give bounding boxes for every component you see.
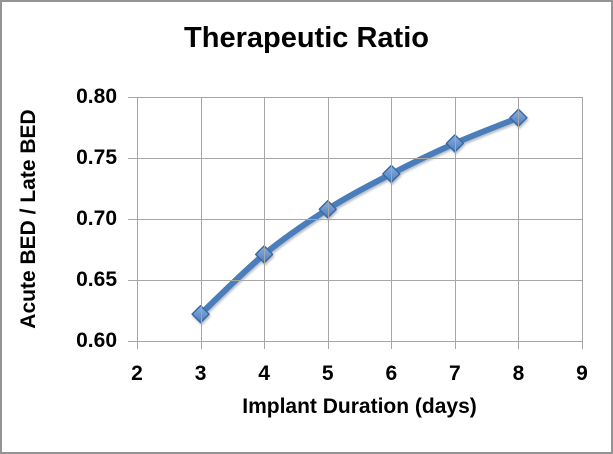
x-axis-tick bbox=[391, 341, 393, 349]
y-axis-tick bbox=[128, 158, 137, 159]
series-line bbox=[197, 114, 522, 318]
horizontal-gridline bbox=[137, 97, 582, 98]
x-axis-tick bbox=[200, 341, 202, 349]
horizontal-gridline bbox=[137, 280, 582, 281]
y-tick-label: 0.70 bbox=[76, 207, 117, 230]
chart-title: Therapeutic Ratio bbox=[184, 22, 429, 54]
x-axis-tick bbox=[137, 341, 138, 349]
x-axis-title: Implant Duration (days) bbox=[242, 395, 477, 418]
x-tick-label: 3 bbox=[194, 362, 207, 385]
vertical-gridline bbox=[582, 97, 583, 341]
x-tick-label: 6 bbox=[385, 362, 398, 385]
y-axis-tick bbox=[128, 280, 137, 281]
x-tick-label: 7 bbox=[449, 362, 461, 385]
x-axis-tick bbox=[264, 341, 266, 349]
horizontal-gridline bbox=[137, 158, 582, 159]
horizontal-gridline bbox=[137, 219, 582, 220]
x-axis-tick bbox=[582, 341, 583, 349]
x-tick-label: 4 bbox=[258, 362, 270, 385]
y-axis-tick bbox=[128, 97, 137, 98]
x-tick-label: 5 bbox=[321, 362, 334, 385]
horizontal-gridline bbox=[137, 341, 582, 342]
y-tick-label: 0.75 bbox=[76, 146, 117, 169]
plot-area bbox=[137, 97, 583, 342]
x-tick-label: 9 bbox=[576, 362, 588, 385]
x-tick-label: 2 bbox=[131, 362, 143, 385]
x-axis-tick bbox=[518, 341, 520, 349]
x-axis-tick bbox=[327, 341, 329, 349]
y-axis-tick bbox=[128, 341, 137, 342]
x-axis-tick bbox=[454, 341, 456, 349]
y-tick-label: 0.60 bbox=[76, 329, 117, 352]
y-tick-label: 0.65 bbox=[76, 268, 117, 291]
y-axis-tick bbox=[128, 219, 137, 220]
x-tick-label: 8 bbox=[512, 362, 525, 385]
y-tick-label: 0.80 bbox=[76, 85, 117, 108]
